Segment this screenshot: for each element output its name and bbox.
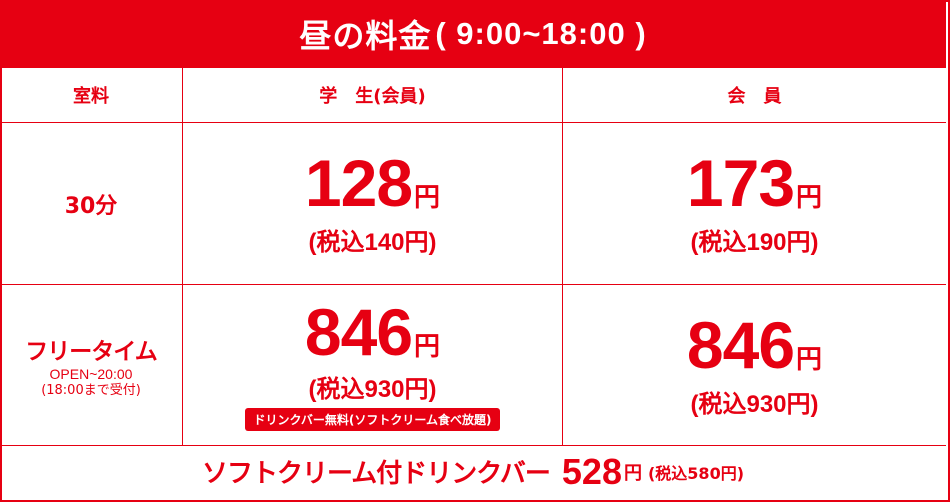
member-freetime-tax: (税込930円) (690, 390, 819, 418)
drink-bar-label: ソフトクリーム付ドリンクバー (201, 459, 551, 489)
student-30min-price: 128 円 (305, 150, 440, 216)
header-student: 学 生(会員) (183, 68, 562, 121)
header-member: 会 員 (563, 68, 946, 121)
student-freetime-price-number: 846 (304, 295, 413, 369)
row-30min-member-cell: 173 円 (税込190円) (563, 123, 946, 284)
row-30min-label: 30分 (64, 193, 118, 219)
divider-row-1 (0, 284, 946, 285)
row-30min-student-cell: 128 円 (税込140円) (183, 123, 562, 284)
header-student-label: 学 生(会員) (319, 85, 426, 107)
member-30min-price: 173 円 (687, 150, 822, 216)
member-30min-tax: (税込190円) (690, 229, 819, 256)
drink-bar-footer: ソフトクリーム付ドリンクバー 528 円 (税込580円) (0, 445, 946, 498)
row-freetime-reception: (18:00まで受付) (41, 382, 141, 398)
student-30min-price-unit: 円 (414, 183, 441, 213)
drink-bar-price: 528 (561, 450, 622, 492)
student-30min-tax: (税込140円) (308, 229, 437, 256)
member-30min-price-unit: 円 (796, 183, 823, 213)
row-freetime-member-cell: 846 円 (税込930円) (563, 285, 946, 445)
divider-col-2 (562, 68, 563, 445)
student-30min-price-number: 128 (304, 146, 413, 220)
title-time: ( 9:00~18:00 ) (435, 16, 647, 51)
row-freetime-student-cell: 846 円 (税込930円) ドリンクバー無料(ソフトクリーム食べ放題) (183, 285, 562, 445)
student-freetime-price-unit: 円 (414, 332, 441, 362)
member-30min-price-number: 173 (686, 146, 795, 220)
header-room-label: 室料 (73, 85, 109, 107)
member-freetime-price-unit: 円 (796, 344, 823, 375)
header-member-label: 会 員 (727, 85, 782, 107)
member-freetime-price-number: 846 (686, 307, 795, 382)
drink-bar-free-badge: ドリンクバー無料(ソフトクリーム食べ放題) (245, 408, 500, 431)
row-freetime-label: フリータイム (25, 338, 158, 365)
row-30min-label-cell: 30分 (0, 123, 182, 284)
member-freetime-price: 846 円 (687, 312, 822, 378)
title-main: 昼の料金 (299, 17, 432, 55)
row-freetime-label-cell: フリータイム OPEN~20:00 (18:00まで受付) (0, 285, 182, 445)
row-freetime-hours: OPEN~20:00 (49, 365, 133, 382)
divider-col-1 (182, 68, 183, 445)
student-freetime-tax: (税込930円) (308, 376, 437, 403)
header-room: 室料 (0, 68, 182, 121)
drink-bar-tax: (税込580円) (647, 463, 745, 483)
student-freetime-price: 846 円 (305, 299, 440, 365)
divider-row-2 (0, 445, 946, 446)
title-bar: 昼の料金 ( 9:00~18:00 ) (0, 0, 946, 68)
divider-row-header (0, 122, 946, 123)
drink-bar-unit: 円 (623, 462, 642, 484)
